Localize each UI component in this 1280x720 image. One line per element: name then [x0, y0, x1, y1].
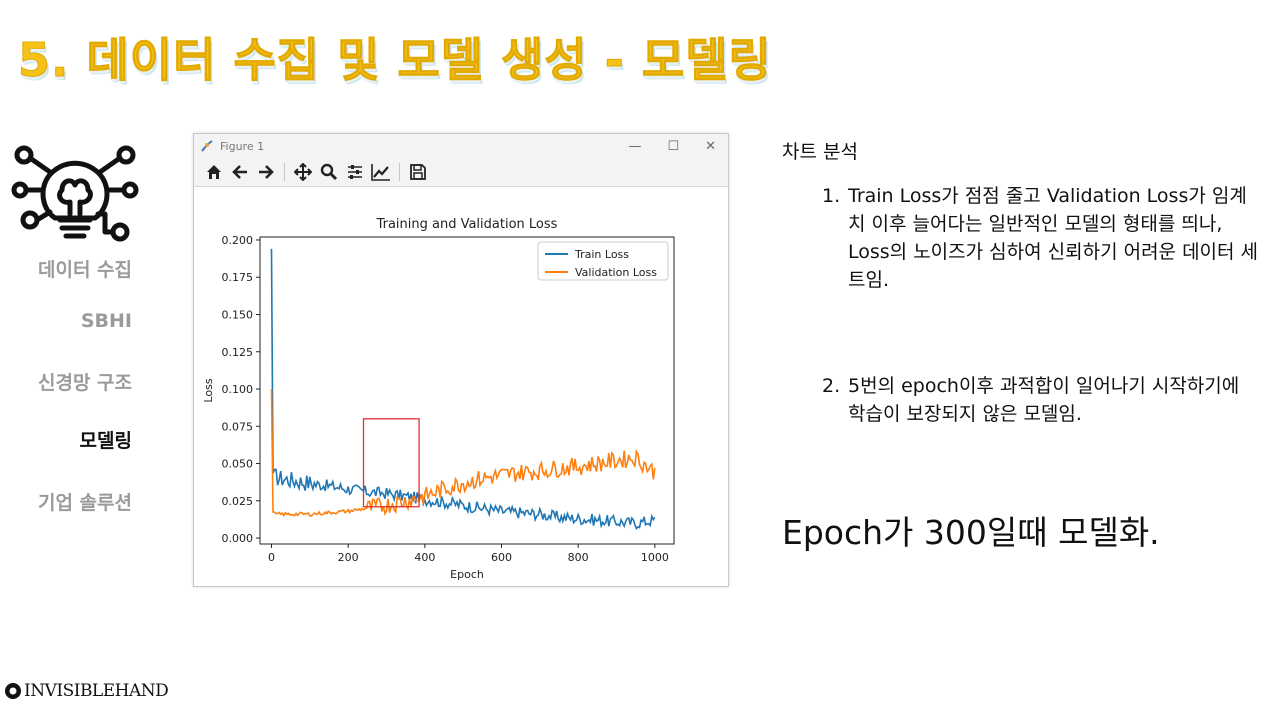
nav-modeling[interactable]: 모델링: [79, 430, 132, 452]
window-title: Figure 1: [220, 139, 265, 153]
y-tick-label: 0.150: [222, 308, 254, 321]
matplotlib-icon: [201, 140, 213, 152]
series-line: [270, 248, 656, 530]
x-tick-label: 400: [414, 551, 435, 564]
back-arrow-icon[interactable]: [230, 162, 250, 182]
analysis-item-2: 2. 5번의 epoch이후 과적합이 일어나기 시작하기에 학습이 보장되지 …: [822, 372, 1262, 428]
analysis-heading: 차트 분석: [782, 141, 858, 163]
x-tick-label: 0: [268, 551, 275, 564]
item-number: 1.: [822, 185, 841, 207]
legend-box: [537, 241, 669, 281]
x-tick-label: 1000: [641, 551, 669, 564]
y-tick-label: 0.100: [222, 383, 254, 396]
minimize-button[interactable]: —: [628, 138, 642, 154]
legend-label: Train Loss: [574, 248, 629, 261]
item-text: Train Loss가 점점 줄고 Validation Loss가 임계치 이…: [848, 185, 1259, 291]
logo-mark-icon: [5, 683, 21, 699]
x-tick-label: 600: [491, 551, 512, 564]
x-axis-label: Epoch: [450, 568, 484, 581]
nav-sbhi[interactable]: SBHI: [80, 310, 132, 332]
logo-text: INVISIBLEHAND: [24, 681, 169, 701]
chart-title: Training and Validation Loss: [376, 217, 558, 232]
y-tick-label: 0.200: [222, 234, 254, 247]
analysis-item-1: 1. Train Loss가 점점 줄고 Validation Loss가 임계…: [822, 182, 1262, 294]
company-logo: INVISIBLEHAND: [4, 681, 169, 701]
plot-frame: [259, 236, 675, 545]
zoom-icon[interactable]: [319, 162, 339, 182]
forward-arrow-icon[interactable]: [256, 162, 276, 182]
y-tick-label: 0.050: [222, 458, 254, 471]
nav-network-structure[interactable]: 신경망 구조: [37, 372, 132, 394]
legend-label: Validation Loss: [575, 266, 657, 279]
figure-toolbar: [194, 158, 728, 187]
toolbar-separator: [399, 163, 400, 181]
loss-chart: Training and Validation Loss 0 200 400 600 80…: [202, 217, 675, 581]
y-tick-label: 0.025: [222, 495, 254, 508]
item-text: 5번의 epoch이후 과적합이 일어나기 시작하기에 학습이 보장되지 않은 …: [848, 375, 1240, 425]
lightbulb-brain-icon: [11, 145, 139, 242]
x-tick-label: 800: [568, 551, 589, 564]
window-titlebar: Figure 1 — ☐ ✕: [194, 134, 728, 158]
toolbar-separator: [284, 163, 285, 181]
highlight-box: [362, 418, 420, 508]
nav-corporate-solution[interactable]: 기업 솔루션: [37, 492, 132, 514]
slide-title: 5. 데이터 수집 및 모델 생성 - 모델링: [18, 33, 772, 88]
item-number: 2.: [822, 375, 841, 397]
y-tick-label: 0.125: [222, 346, 254, 359]
series-line: [270, 388, 656, 518]
nav-data-collection[interactable]: 데이터 수집: [37, 259, 132, 281]
close-button[interactable]: ✕: [705, 138, 716, 154]
maximize-button[interactable]: ☐: [667, 138, 680, 154]
y-tick-label: 0.075: [222, 420, 254, 433]
edit-axes-icon[interactable]: [371, 162, 391, 182]
y-axis-label: Loss: [202, 378, 215, 402]
x-tick-label: 200: [338, 551, 359, 564]
y-tick-label: 0.000: [222, 532, 254, 545]
configure-icon[interactable]: [345, 162, 365, 182]
conclusion-text: Epoch가 300일때 모델화.: [782, 513, 1160, 552]
save-icon[interactable]: [408, 162, 428, 182]
home-icon[interactable]: [204, 162, 224, 182]
figure-window: Figure 1 — ☐ ✕ Training and Validation L…: [193, 133, 729, 587]
y-tick-label: 0.175: [222, 271, 254, 284]
pan-icon[interactable]: [293, 162, 313, 182]
